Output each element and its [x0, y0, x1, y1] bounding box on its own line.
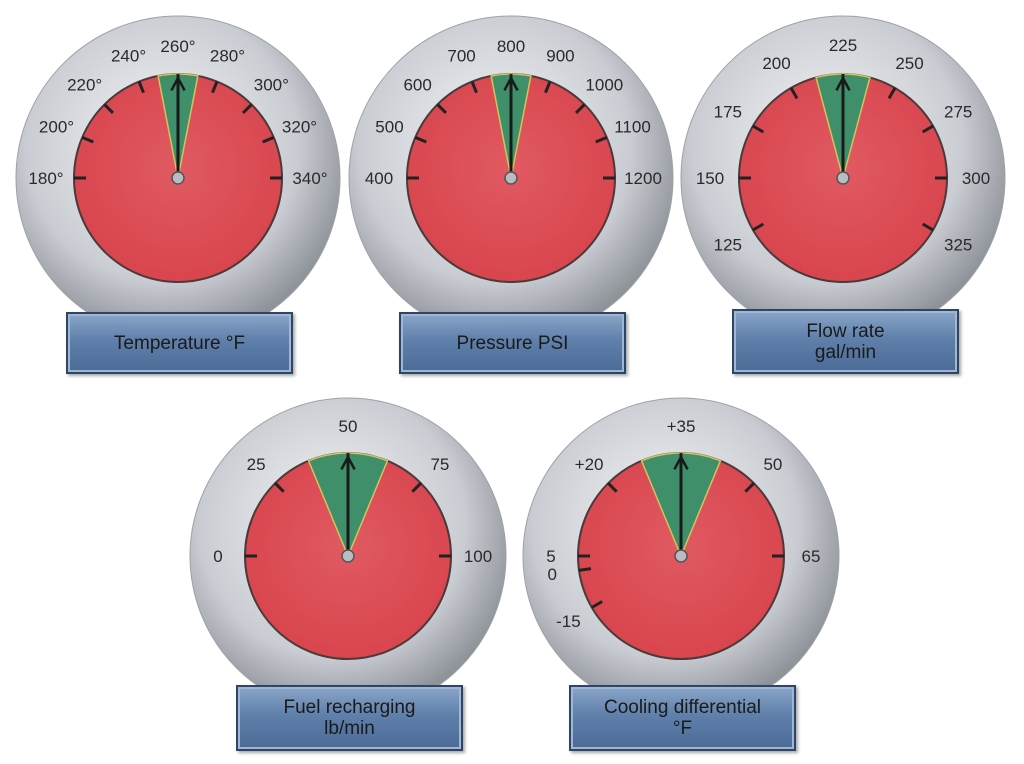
scale-label: 180° [28, 169, 63, 188]
gauge-fuel-recharging: 0 25 50 75 100 [185, 393, 511, 719]
scale-tick [211, 81, 219, 94]
scale-label: 300 [962, 169, 990, 188]
gauge-name-plate-temperature: Temperature °F [66, 312, 293, 374]
gauge-name-line: Fuel recharging [283, 697, 416, 718]
needle-hub [674, 549, 688, 563]
scale-label: 600 [403, 76, 431, 95]
gauge-name-line: Pressure PSI [456, 332, 569, 354]
gauge-name-plate-fuel-recharging: Fuel recharging lb/min [236, 685, 463, 751]
scale-label: 260° [160, 37, 195, 56]
scale-label: 800 [497, 37, 525, 56]
scale-tick [752, 124, 765, 134]
scale-tick [414, 135, 427, 144]
gauge-cooling-differential: -15 0 5 +20 +35 50 65 [518, 393, 844, 719]
scale-label: 280° [210, 47, 245, 66]
scale-label: 340° [292, 169, 327, 188]
scale-tick [591, 600, 603, 609]
needle-hub [504, 171, 518, 185]
scale-tick [887, 87, 897, 100]
scale-tick [274, 482, 285, 493]
scale-label: 5 [546, 547, 555, 566]
gauge-name-plate-flow-rate: Flow rate gal/min [732, 309, 959, 374]
gauge-name-line: °F [672, 718, 693, 739]
scale-tick [81, 135, 94, 144]
scale-label: 300° [254, 76, 289, 95]
scale-tick [921, 222, 934, 232]
gauge-flow-rate: 125 150 175 200 225 250 275 300 325 [676, 11, 1010, 345]
scale-label: 1100 [614, 117, 651, 136]
needle-hub [341, 549, 355, 563]
gauge-name-line: Temperature °F [113, 332, 246, 354]
scale-tick [789, 87, 799, 100]
gauge-needle [835, 75, 851, 178]
scale-label: 50 [339, 417, 358, 436]
scale-tick [752, 222, 765, 232]
gauge-dial-fuel-recharging: 0 25 50 75 100 [189, 397, 507, 715]
scale-tick [744, 482, 755, 493]
gauge-name-line: gal/min [814, 341, 877, 363]
scale-label: +35 [667, 417, 696, 436]
scale-tick [595, 135, 608, 144]
scale-label: 250 [895, 54, 923, 73]
scale-tick [436, 103, 448, 115]
scale-label: 500 [375, 117, 403, 136]
scale-label: 220° [67, 76, 102, 95]
scale-label: 200 [762, 54, 790, 73]
scale-tick [607, 482, 618, 493]
scale-label: -15 [556, 612, 581, 631]
scale-label: 65 [802, 547, 821, 566]
scale-label: 325 [944, 236, 972, 255]
scale-label: 225 [829, 36, 857, 55]
scale-label: 900 [546, 47, 574, 66]
gauge-dial-pressure: 400 500 600 700 800 900 1000 1100 1200 [348, 15, 674, 341]
scale-label: 0 [213, 547, 222, 566]
scale-label: 400 [365, 169, 393, 188]
scale-label: 240° [111, 47, 146, 66]
scale-tick [578, 567, 592, 572]
scale-label: 50 [763, 455, 782, 474]
needle-hub [171, 171, 185, 185]
scale-tick [411, 482, 422, 493]
gauge-name-line: lb/min [324, 718, 375, 739]
gauge-name-plate-cooling-differential: Cooling differential °F [569, 685, 796, 751]
scale-label: 1200 [624, 169, 662, 188]
gauge-pressure: 400 500 600 700 800 900 1000 1100 1200 [344, 11, 678, 345]
scale-label: 150 [696, 169, 724, 188]
gauge-temperature: 180° 200° 220° 240° 260° 280° 300° 320° 340° [11, 11, 345, 345]
scale-tick [921, 124, 934, 134]
scale-label: +20 [575, 455, 604, 474]
scale-label: 125 [714, 236, 742, 255]
scale-label: 320° [282, 117, 317, 136]
scale-label: 275 [944, 103, 972, 122]
scale-label: 700 [447, 47, 475, 66]
scale-label: 200° [39, 117, 74, 136]
gauge-name-line: Cooling differential [603, 697, 762, 718]
scale-tick [103, 103, 115, 115]
gauge-needle [673, 454, 689, 556]
scale-tick [544, 81, 552, 94]
gauge-needle [340, 454, 356, 556]
scale-tick [262, 135, 275, 144]
gauge-name-plate-pressure: Pressure PSI [399, 312, 626, 374]
gauge-dial-flow-rate: 125 150 175 200 225 250 275 300 325 [680, 15, 1006, 341]
gauge-dial-temperature: 180° 200° 220° 240° 260° 280° 300° 320° 340° [15, 15, 341, 341]
scale-tick [137, 81, 145, 94]
scale-label: 25 [247, 455, 266, 474]
gauge-name-line: Flow rate [806, 320, 885, 342]
scale-label: 75 [430, 455, 449, 474]
gauge-needle [170, 75, 186, 178]
scale-tick [574, 103, 586, 115]
scale-label: 100 [464, 547, 492, 566]
scale-label: 0 [548, 565, 557, 584]
scale-label: 175 [714, 103, 742, 122]
scale-label: 1000 [585, 76, 623, 95]
scale-tick [241, 103, 253, 115]
scale-tick [470, 81, 478, 94]
gauge-dial-cooling-differential: -15 05 +20 +35 50 65 [522, 397, 840, 715]
gauge-needle [503, 75, 519, 178]
needle-hub [836, 171, 850, 185]
